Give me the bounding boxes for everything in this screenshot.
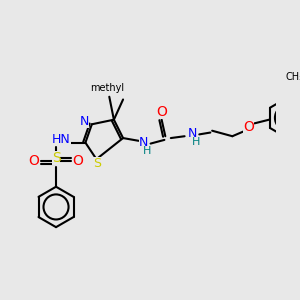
Text: S: S: [93, 157, 101, 170]
Text: N: N: [80, 115, 89, 128]
Text: H: H: [143, 146, 151, 156]
Text: N: N: [187, 127, 196, 140]
Text: HN: HN: [52, 134, 71, 146]
Text: O: O: [243, 120, 254, 134]
Text: S: S: [52, 151, 60, 165]
Text: N: N: [139, 136, 148, 149]
Text: CH₃: CH₃: [286, 72, 300, 82]
Text: O: O: [156, 105, 167, 119]
Text: O: O: [73, 154, 83, 168]
Text: methyl: methyl: [90, 82, 124, 92]
Text: H: H: [191, 137, 200, 147]
Text: O: O: [28, 154, 39, 168]
